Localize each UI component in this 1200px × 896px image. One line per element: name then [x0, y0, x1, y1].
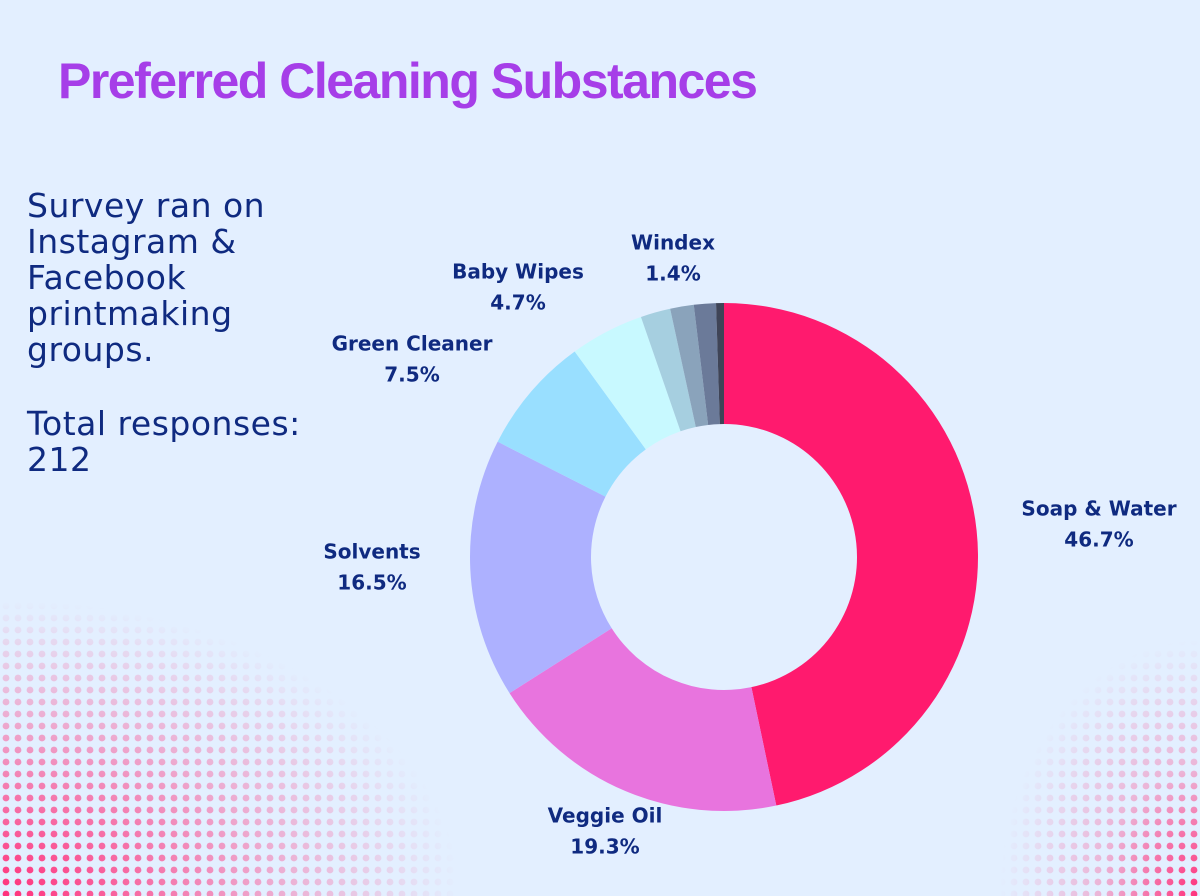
slice-label: Soap & Water: [1021, 497, 1176, 521]
slice-label: Windex: [631, 231, 715, 255]
donut-slice: [716, 303, 724, 425]
donut-slice: [724, 303, 978, 806]
slice-label: Green Cleaner: [332, 332, 493, 356]
slice-value-label: 4.7%: [490, 291, 545, 315]
chart-title: Preferred Cleaning Substances: [58, 53, 758, 109]
donut-slice: [470, 441, 612, 694]
donut-slice: [693, 303, 720, 425]
slice-value-label: 46.7%: [1064, 528, 1133, 552]
total-note: Total responses: 212: [27, 404, 301, 479]
slice-value-label: 1.4%: [645, 262, 700, 286]
slice-label: Baby Wipes: [452, 260, 584, 284]
slice-value-label: 16.5%: [337, 571, 406, 595]
survey-note: Survey ran on Instagram & Facebook print…: [27, 186, 266, 369]
donut-slice: [509, 628, 777, 811]
slice-label: Solvents: [323, 540, 420, 564]
slice-value-label: 19.3%: [570, 835, 639, 859]
slice-value-label: 7.5%: [384, 363, 439, 387]
donut-slice: [574, 316, 681, 450]
donut-slice: [640, 308, 696, 432]
donut-slice: [497, 351, 646, 497]
donut-slice: [670, 304, 709, 428]
slice-label: Veggie Oil: [548, 804, 663, 828]
